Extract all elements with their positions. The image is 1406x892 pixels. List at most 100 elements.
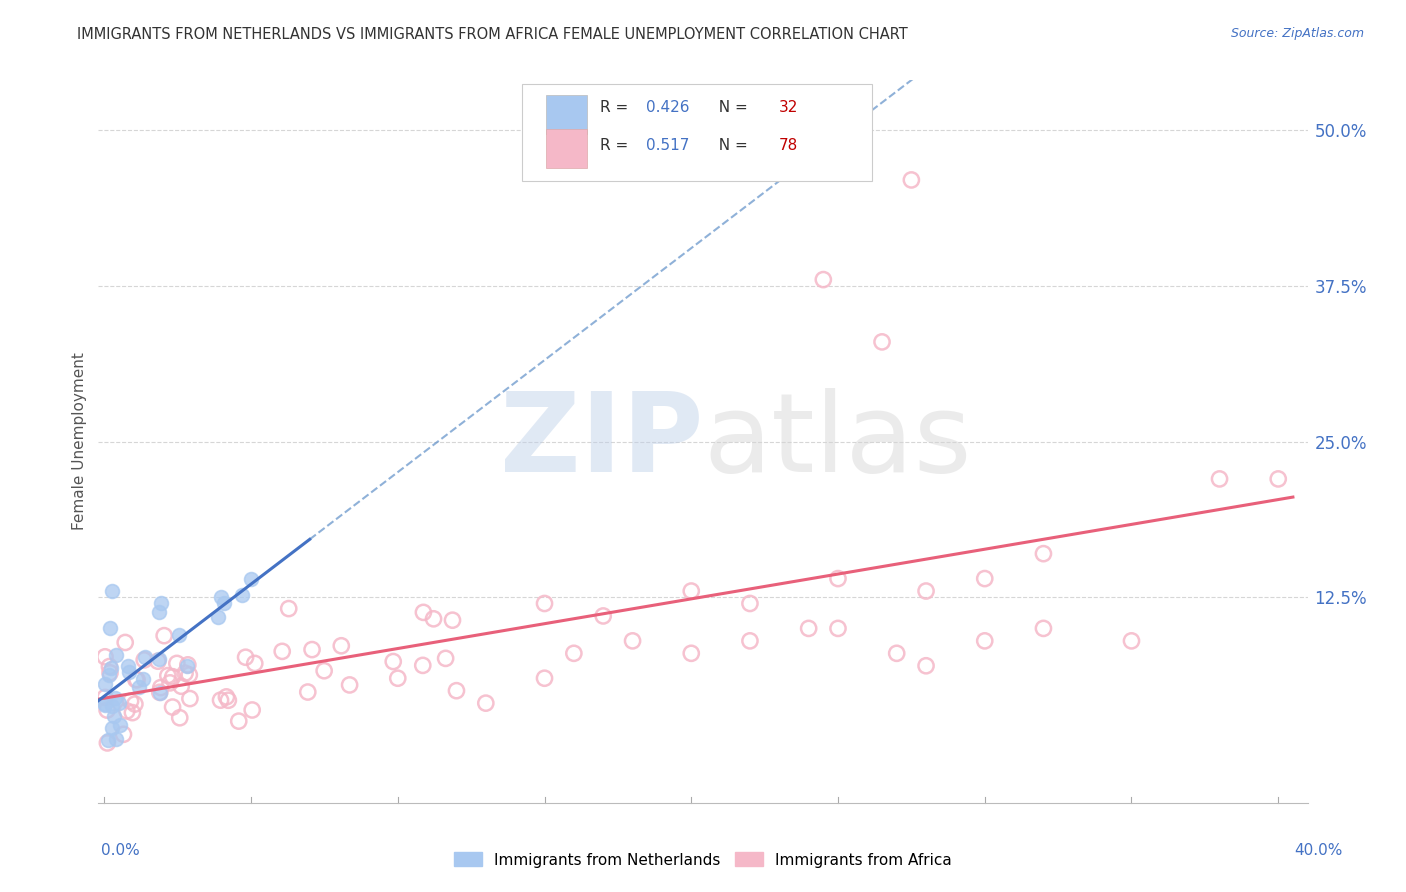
Point	[162, 670, 184, 684]
Point	[149, 686, 172, 700]
Point	[174, 666, 197, 681]
Point	[94, 690, 117, 705]
Point	[134, 649, 156, 664]
Point	[94, 697, 117, 711]
Point	[162, 700, 184, 714]
Point	[148, 652, 170, 666]
Point	[900, 173, 922, 187]
Point	[215, 690, 238, 704]
Text: 0.517: 0.517	[647, 137, 689, 153]
Point	[107, 696, 129, 710]
Point	[738, 633, 761, 648]
Point	[330, 639, 353, 653]
Text: 32: 32	[779, 100, 799, 115]
FancyBboxPatch shape	[546, 129, 586, 169]
Point	[209, 590, 232, 604]
Point	[108, 718, 131, 732]
Point	[153, 629, 176, 643]
Point	[446, 683, 468, 698]
Point	[176, 658, 198, 673]
Point	[94, 677, 117, 691]
Point	[124, 697, 146, 711]
Point	[533, 671, 555, 685]
Point	[132, 672, 155, 686]
Point	[886, 646, 908, 660]
Point	[915, 658, 938, 673]
Point	[118, 665, 141, 679]
Point	[1208, 472, 1230, 486]
Point	[104, 732, 127, 747]
Point	[98, 621, 121, 635]
Text: IMMIGRANTS FROM NETHERLANDS VS IMMIGRANTS FROM AFRICA FEMALE UNEMPLOYMENT CORREL: IMMIGRANTS FROM NETHERLANDS VS IMMIGRANT…	[77, 27, 908, 42]
Point	[533, 597, 555, 611]
Point	[592, 609, 614, 624]
Point	[94, 698, 117, 713]
Point	[422, 612, 444, 626]
Point	[412, 606, 434, 620]
Point	[915, 584, 938, 599]
FancyBboxPatch shape	[546, 95, 586, 134]
Point	[240, 703, 263, 717]
Point	[170, 679, 193, 693]
Point	[412, 658, 434, 673]
Point	[114, 635, 136, 649]
Point	[973, 633, 995, 648]
Text: N =: N =	[709, 137, 752, 153]
Point	[179, 668, 201, 682]
Point	[243, 657, 266, 671]
Point	[235, 650, 257, 665]
Point	[797, 621, 820, 635]
Point	[100, 661, 122, 675]
Point	[217, 693, 239, 707]
Text: N =: N =	[709, 100, 752, 115]
Point	[434, 651, 457, 665]
Point	[214, 596, 236, 610]
Point	[97, 733, 120, 747]
Point	[562, 646, 585, 660]
Point	[441, 613, 464, 627]
Point	[1121, 633, 1143, 648]
Point	[121, 706, 143, 720]
Point	[149, 681, 172, 695]
Point	[125, 673, 148, 687]
Point	[738, 597, 761, 611]
Point	[240, 572, 263, 586]
Point	[96, 703, 118, 717]
Point	[104, 691, 127, 706]
Text: atlas: atlas	[703, 388, 972, 495]
Point	[1267, 472, 1289, 486]
Point	[382, 655, 405, 669]
Legend: Immigrants from Netherlands, Immigrants from Africa: Immigrants from Netherlands, Immigrants …	[449, 847, 957, 873]
Point	[297, 685, 319, 699]
Point	[870, 334, 893, 349]
Point	[117, 658, 139, 673]
Point	[621, 633, 644, 648]
Point	[97, 668, 120, 682]
Text: R =: R =	[600, 100, 633, 115]
Point	[100, 721, 122, 735]
Point	[127, 673, 149, 687]
Point	[177, 657, 200, 672]
Point	[149, 685, 172, 699]
Text: 0.0%: 0.0%	[101, 843, 141, 858]
Text: ZIP: ZIP	[499, 388, 703, 495]
Point	[120, 694, 142, 708]
Point	[681, 584, 703, 599]
FancyBboxPatch shape	[522, 84, 872, 181]
Point	[112, 727, 135, 741]
Point	[94, 649, 117, 664]
Point	[166, 657, 188, 671]
Point	[827, 572, 849, 586]
Point	[1032, 621, 1054, 635]
Point	[387, 671, 409, 685]
Point	[339, 678, 361, 692]
Point	[301, 642, 323, 657]
Y-axis label: Female Unemployment: Female Unemployment	[72, 352, 87, 531]
Point	[169, 711, 191, 725]
Point	[228, 714, 250, 728]
Point	[681, 646, 703, 660]
Point	[271, 644, 294, 658]
Text: 40.0%: 40.0%	[1295, 843, 1343, 858]
Point	[146, 654, 169, 668]
Point	[115, 704, 138, 718]
